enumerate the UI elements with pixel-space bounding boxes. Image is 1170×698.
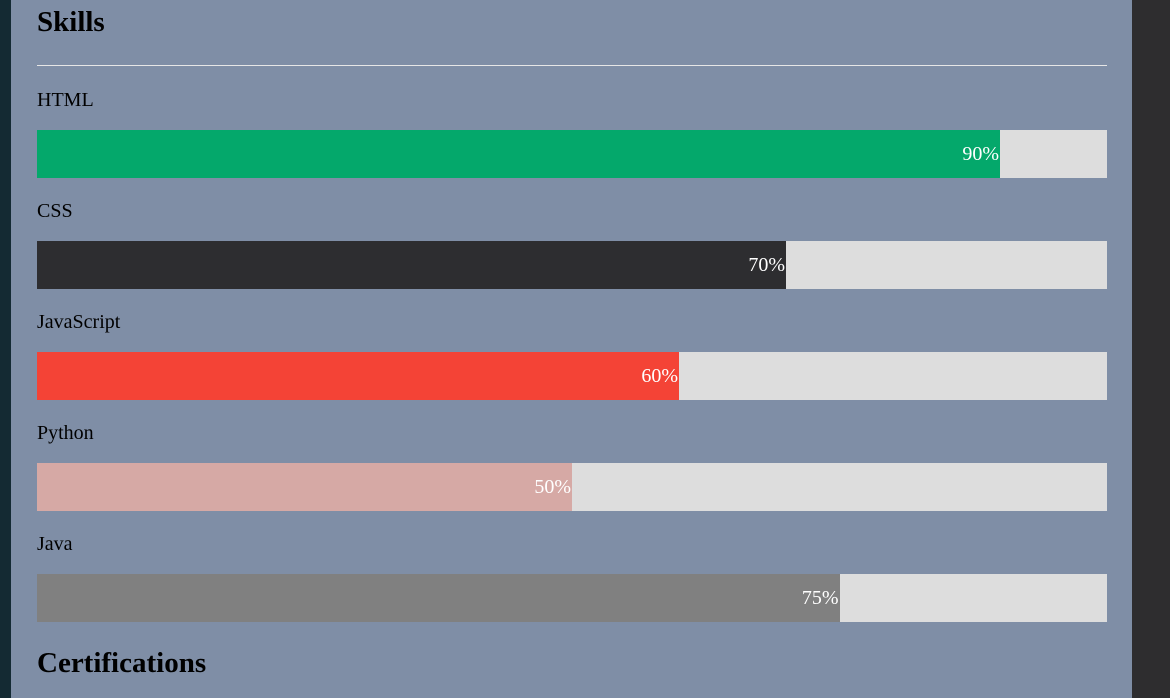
skill-percent: 75% xyxy=(801,587,839,609)
content-panel: Skills HTML 90% CSS 70% JavaScript 60% P… xyxy=(11,0,1132,698)
skill-bar-track: 50% xyxy=(37,463,1107,511)
skill-percent: 50% xyxy=(534,476,571,498)
skill-label: JavaScript xyxy=(37,311,121,333)
skill-html: HTML 90% xyxy=(37,88,1107,178)
skill-bar-fill: 70% xyxy=(37,241,786,289)
skill-bar-fill: 50% xyxy=(37,463,572,511)
skill-css: CSS 70% xyxy=(37,199,1107,289)
skill-bar-track: 75% xyxy=(37,574,1107,622)
skill-bar-fill: 75% xyxy=(37,574,840,622)
skill-bar-fill: 60% xyxy=(37,352,679,400)
skills-heading: Skills xyxy=(37,6,105,38)
skill-percent: 60% xyxy=(641,365,678,387)
right-gutter xyxy=(1132,0,1170,698)
skill-label: CSS xyxy=(37,200,73,222)
skill-bar-track: 70% xyxy=(37,241,1107,289)
left-edge xyxy=(0,0,11,698)
skill-javascript: JavaScript 60% xyxy=(37,310,1107,400)
skill-percent: 90% xyxy=(962,143,999,165)
skill-label: Python xyxy=(37,422,94,444)
section-divider xyxy=(37,65,1107,66)
certifications-heading: Certifications xyxy=(37,647,207,679)
skill-bar-track: 90% xyxy=(37,130,1107,178)
skill-label: HTML xyxy=(37,89,94,111)
skill-java: Java 75% xyxy=(37,532,1107,622)
skill-bar-track: 60% xyxy=(37,352,1107,400)
skill-python: Python 50% xyxy=(37,421,1107,511)
skill-percent: 70% xyxy=(748,254,785,276)
skill-bar-fill: 90% xyxy=(37,130,1000,178)
skill-label: Java xyxy=(37,533,73,555)
